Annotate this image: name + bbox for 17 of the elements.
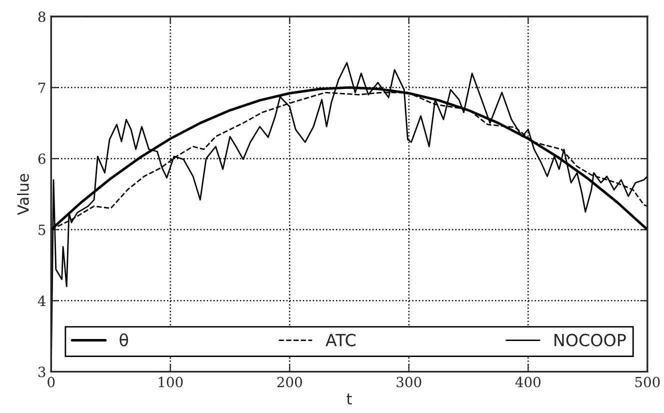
y-tick-label: 7 bbox=[38, 82, 46, 93]
x-tick-label: 500 bbox=[635, 376, 660, 388]
x-tick-label: 300 bbox=[396, 376, 422, 388]
x-tick-label: 100 bbox=[158, 376, 183, 388]
legend-label: θ bbox=[120, 333, 128, 346]
y-tick-label: 3 bbox=[38, 366, 46, 378]
x-tick-label: 200 bbox=[277, 376, 302, 388]
legend-label: ATC bbox=[326, 334, 356, 346]
x-tick-label: 400 bbox=[515, 376, 540, 388]
y-tick-label: 8 bbox=[38, 11, 46, 22]
y-tick-label: 4 bbox=[38, 296, 46, 306]
y-axis-title: Value bbox=[17, 174, 29, 215]
legend-label: NOCOOP bbox=[554, 334, 626, 346]
x-tick-label: 0 bbox=[48, 376, 55, 388]
x-axis-title: t bbox=[346, 394, 352, 404]
y-tick-label: 5 bbox=[38, 224, 46, 236]
y-tick-label: 6 bbox=[38, 154, 46, 164]
